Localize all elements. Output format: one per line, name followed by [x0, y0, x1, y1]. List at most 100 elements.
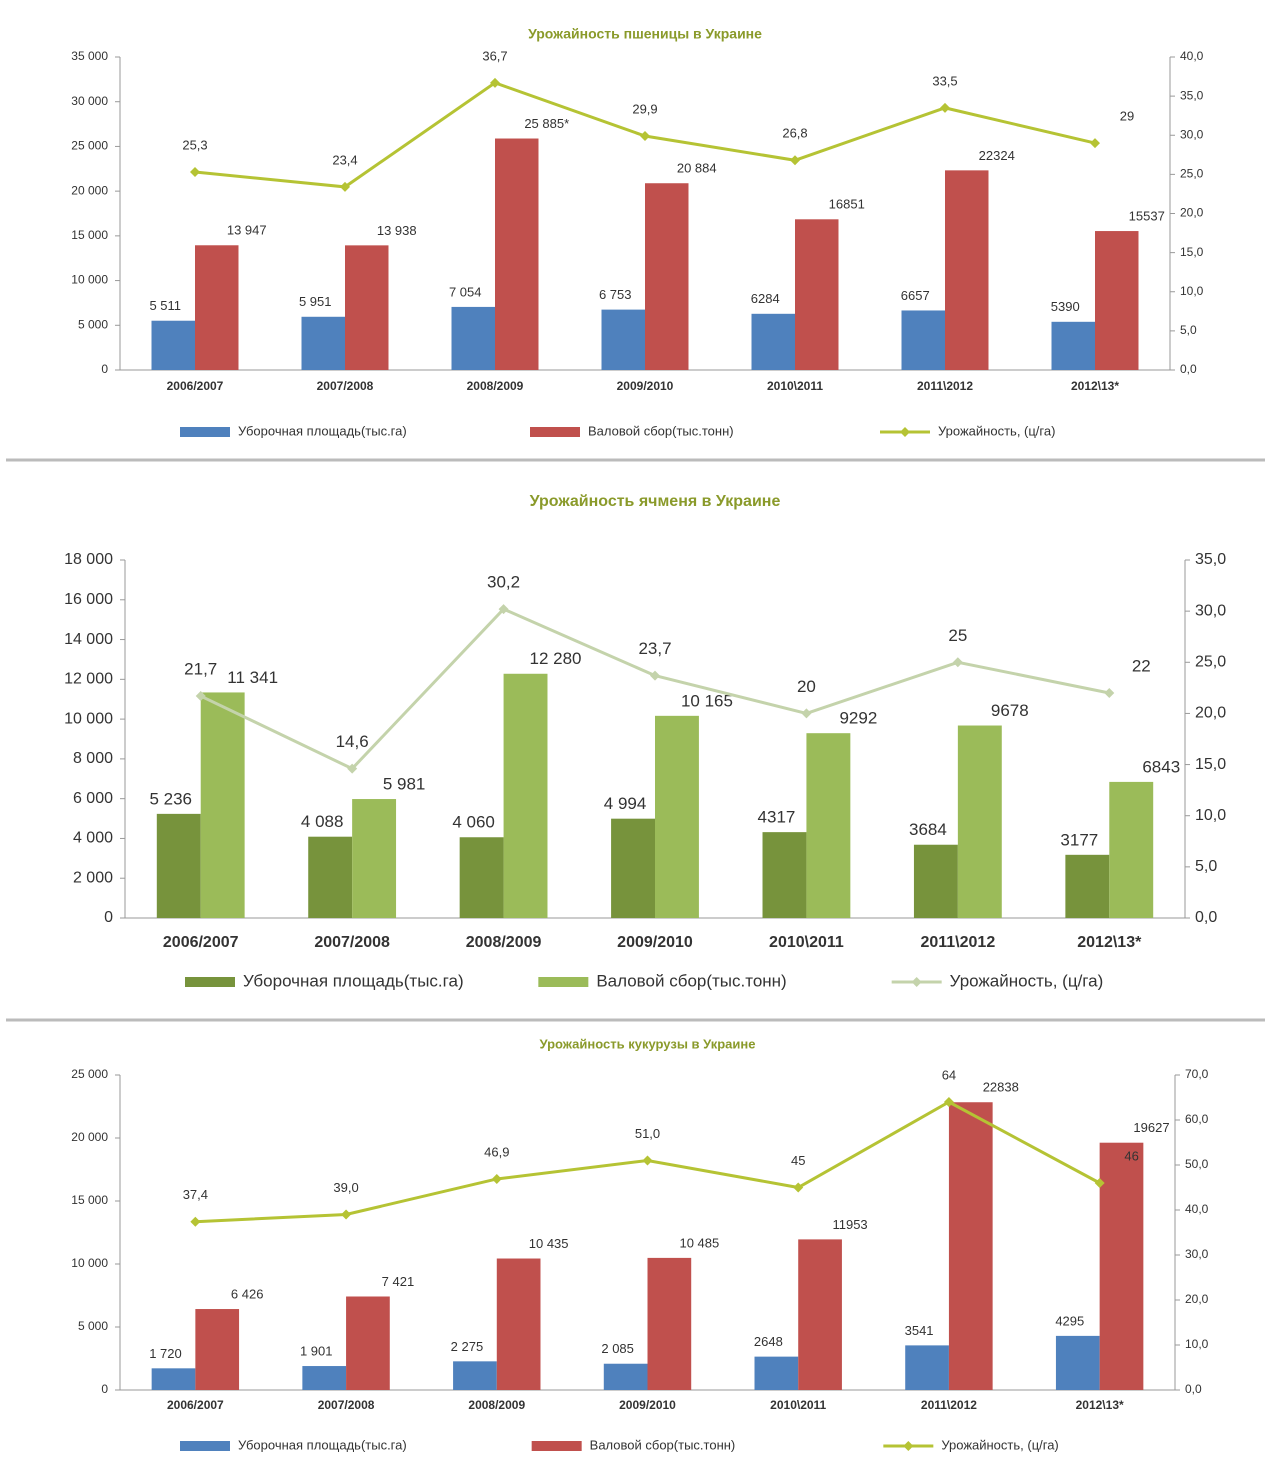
y-tick-label: 20 000: [71, 1130, 108, 1144]
legend-swatch: [538, 977, 589, 987]
bar: [1095, 231, 1139, 370]
bar: [751, 313, 795, 370]
bar: [798, 1239, 842, 1390]
data-label: 10 485: [679, 1235, 719, 1250]
data-label: 4 088: [301, 812, 344, 831]
legend-swatch: [180, 427, 230, 437]
y-tick-label: 10 000: [71, 1256, 108, 1270]
bar: [1109, 781, 1154, 918]
line-marker: [341, 1209, 352, 1220]
x-tick-label: 2009/2010: [617, 934, 693, 951]
x-tick-label: 2009/2010: [617, 379, 674, 393]
data-label: 45: [791, 1153, 805, 1168]
legend-label: Урожайность, (ц/га): [938, 423, 1055, 438]
y2-tick-label: 5,0: [1180, 323, 1197, 337]
data-label: 5390: [1051, 299, 1080, 314]
y-tick-label: 5 000: [78, 1319, 108, 1333]
y2-tick-label: 60,0: [1185, 1112, 1209, 1126]
legend-label: Урожайность, (ц/га): [941, 1437, 1058, 1452]
bar: [957, 725, 1002, 918]
legend-label: Валовой сбор(тыс.тонн): [596, 971, 786, 990]
y2-tick-label: 5,0: [1195, 858, 1217, 875]
data-label: 2 275: [451, 1339, 484, 1354]
y-tick-label: 35 000: [71, 49, 108, 63]
line-marker: [1090, 138, 1100, 149]
data-label: 9678: [991, 701, 1029, 720]
bar: [655, 715, 699, 918]
data-label: 20: [797, 677, 816, 696]
data-label: 11953: [832, 1217, 867, 1232]
data-label: 4317: [758, 808, 796, 827]
legend-swatch: [530, 427, 580, 437]
bar: [901, 310, 945, 370]
line-marker: [943, 1097, 954, 1107]
bar: [301, 316, 345, 370]
y-tick-label: 5 000: [78, 317, 108, 331]
data-label: 1 901: [300, 1343, 333, 1358]
x-tick-label: 2008/2009: [466, 934, 542, 951]
data-label: 22838: [983, 1080, 1019, 1095]
y2-tick-label: 20,0: [1185, 1292, 1209, 1306]
y2-tick-label: 0,0: [1195, 909, 1217, 926]
y-tick-label: 0: [101, 1382, 108, 1396]
bar: [151, 1368, 196, 1390]
data-label: 5 236: [149, 789, 192, 808]
y-tick-label: 2 000: [73, 869, 113, 886]
data-label: 37,4: [183, 1187, 208, 1202]
bar: [1099, 1142, 1144, 1390]
y-tick-label: 14 000: [64, 631, 113, 648]
y2-tick-label: 40,0: [1180, 49, 1204, 63]
y-tick-label: 10 000: [71, 273, 108, 287]
data-label: 6284: [751, 291, 780, 306]
bar: [601, 309, 645, 370]
bar: [151, 320, 195, 370]
data-label: 23,7: [638, 639, 671, 658]
x-tick-label: 2009/2010: [619, 1398, 676, 1412]
data-label: 46,9: [484, 1144, 509, 1159]
x-tick-label: 2011\2012: [917, 379, 973, 393]
data-label: 10 435: [529, 1236, 569, 1251]
legend-marker: [903, 1441, 914, 1451]
data-label: 22: [1132, 656, 1151, 675]
x-tick-label: 2010\2011: [767, 379, 823, 393]
y-tick-label: 0: [104, 909, 113, 926]
data-label: 39,0: [333, 1180, 358, 1195]
bar: [195, 1309, 240, 1390]
bar: [1055, 1335, 1100, 1390]
data-label: 51,0: [635, 1126, 660, 1141]
x-tick-label: 2007/2008: [317, 379, 374, 393]
line-marker: [642, 1155, 653, 1166]
legend-swatch: [531, 1441, 582, 1451]
bar: [346, 1296, 390, 1390]
data-label: 14,6: [336, 732, 369, 751]
line-marker: [1094, 1178, 1105, 1188]
bar: [453, 1361, 497, 1390]
bar: [647, 1257, 692, 1390]
data-label: 3541: [905, 1323, 934, 1338]
x-tick-label: 2006/2007: [167, 379, 224, 393]
line-marker: [340, 181, 350, 192]
bar: [352, 799, 397, 918]
line-marker: [940, 102, 950, 113]
bar: [603, 1363, 648, 1390]
bar: [795, 219, 839, 370]
data-label: 2 085: [601, 1341, 634, 1356]
y-tick-label: 12 000: [64, 671, 113, 688]
bar: [156, 813, 201, 918]
bar: [503, 673, 548, 918]
line-marker: [190, 1216, 201, 1227]
data-label: 22324: [979, 148, 1015, 163]
data-label: 3684: [909, 820, 947, 839]
data-label: 6843: [1142, 757, 1180, 776]
y2-tick-label: 25,0: [1195, 654, 1226, 671]
y-tick-label: 25 000: [71, 1067, 108, 1081]
bar: [451, 306, 495, 370]
y-tick-label: 4 000: [73, 830, 113, 847]
line-marker: [498, 604, 509, 615]
bar: [945, 170, 989, 370]
x-tick-label: 2008/2009: [467, 379, 524, 393]
x-tick-label: 2010\2011: [770, 1398, 826, 1412]
y2-tick-label: 30,0: [1195, 602, 1226, 619]
data-label: 12 280: [530, 649, 582, 668]
line-marker: [347, 763, 358, 774]
